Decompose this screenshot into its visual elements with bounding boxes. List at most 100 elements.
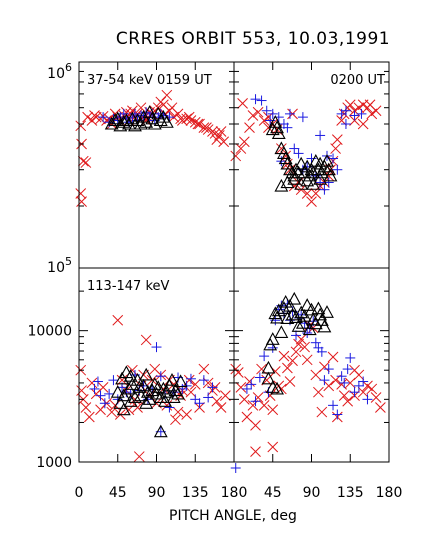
cross-stroke xyxy=(189,116,201,128)
cross-point xyxy=(306,196,317,207)
triangle-point xyxy=(285,307,300,321)
cross-point xyxy=(366,108,378,120)
triangle-point xyxy=(323,168,338,182)
cross-stroke xyxy=(86,115,98,126)
cross-point xyxy=(284,376,296,387)
cross-point xyxy=(287,355,298,367)
triangle-point xyxy=(134,388,148,402)
triangle-point xyxy=(134,116,148,130)
cross-point xyxy=(211,395,223,407)
triangle-point xyxy=(147,377,162,390)
cross-point xyxy=(218,136,230,148)
cross-stroke xyxy=(310,369,322,381)
plus-point xyxy=(349,387,360,398)
panel-r0-c0: 37-54 keV 0159 UT xyxy=(75,73,230,207)
cross-point xyxy=(89,110,100,121)
cross-stroke xyxy=(202,377,214,389)
cross-stroke xyxy=(357,118,369,130)
cross-point xyxy=(202,377,214,389)
plus-point xyxy=(284,108,295,119)
triangle-point xyxy=(159,115,174,128)
plus-point xyxy=(254,372,265,383)
cross-stroke xyxy=(211,395,223,407)
triangle-point xyxy=(289,310,303,324)
cross-point xyxy=(175,113,186,125)
series-triangle xyxy=(104,105,174,132)
plus-point xyxy=(250,396,261,407)
plus-point xyxy=(267,108,278,119)
cross-stroke xyxy=(366,108,378,120)
triangle-point xyxy=(147,116,162,130)
cross-point xyxy=(183,111,195,123)
cross-stroke xyxy=(209,128,221,139)
cross-stroke xyxy=(77,155,89,167)
x-tick-label: 90 xyxy=(148,485,166,501)
plus-point xyxy=(297,112,308,123)
panel-r0-c1: 0200 UT xyxy=(230,73,385,207)
cross-point xyxy=(235,382,247,393)
cross-point xyxy=(299,341,310,353)
cross-point xyxy=(258,399,270,411)
cross-point xyxy=(250,420,261,431)
triangle-point xyxy=(171,386,185,400)
cross-stroke xyxy=(299,341,310,353)
triangle-point xyxy=(156,381,171,395)
triangle-point xyxy=(308,316,323,330)
cross-stroke xyxy=(172,406,184,418)
cross-stroke xyxy=(342,395,354,407)
cross-stroke xyxy=(75,120,87,132)
cross-stroke xyxy=(336,115,347,126)
plus-point xyxy=(246,379,257,390)
cross-point xyxy=(282,362,293,374)
triangle-point xyxy=(270,310,284,324)
cross-stroke xyxy=(161,89,173,101)
plus-point xyxy=(336,371,347,382)
cross-stroke xyxy=(192,118,204,130)
cross-point xyxy=(201,122,212,134)
triangle-point xyxy=(265,380,280,393)
triangle-point xyxy=(168,383,183,397)
cross-point xyxy=(237,97,248,109)
cross-stroke xyxy=(287,355,298,367)
cross-stroke xyxy=(338,390,350,402)
plus-point xyxy=(319,375,330,386)
cross-stroke xyxy=(181,409,192,420)
triangle-point xyxy=(166,390,181,404)
cross-stroke xyxy=(313,386,324,398)
plus-point xyxy=(358,376,369,387)
triangle-point xyxy=(274,178,289,192)
cross-point xyxy=(323,380,335,392)
series-triangle xyxy=(265,115,338,192)
x-tick-label: 0 xyxy=(75,485,84,501)
cross-stroke xyxy=(276,143,287,154)
plus-point xyxy=(203,392,214,403)
plus-point xyxy=(291,330,301,341)
cross-point xyxy=(247,399,259,411)
plus-point xyxy=(306,153,317,164)
plus-point xyxy=(353,380,364,391)
cross-stroke xyxy=(250,446,261,457)
cross-stroke xyxy=(238,136,250,148)
cross-point xyxy=(310,188,322,199)
triangle-point xyxy=(265,332,280,345)
triangle-point xyxy=(317,319,332,333)
triangle-point xyxy=(300,173,315,187)
triangle-point xyxy=(130,113,145,127)
cross-stroke xyxy=(306,196,317,207)
series-triangle xyxy=(261,291,334,395)
cross-stroke xyxy=(293,338,304,350)
cross-point xyxy=(353,369,365,381)
plus-point xyxy=(155,371,166,382)
cross-point xyxy=(198,363,210,375)
plus-point xyxy=(310,337,321,348)
cross-stroke xyxy=(375,402,386,413)
cross-stroke xyxy=(366,383,378,395)
triangle-point xyxy=(268,115,283,128)
cross-point xyxy=(276,143,287,154)
plus-point xyxy=(104,388,115,399)
triangle-point xyxy=(291,319,306,332)
triangle-point xyxy=(294,177,309,190)
cross-stroke xyxy=(140,334,152,346)
cross-point xyxy=(86,115,98,126)
triangle-point xyxy=(113,396,128,409)
